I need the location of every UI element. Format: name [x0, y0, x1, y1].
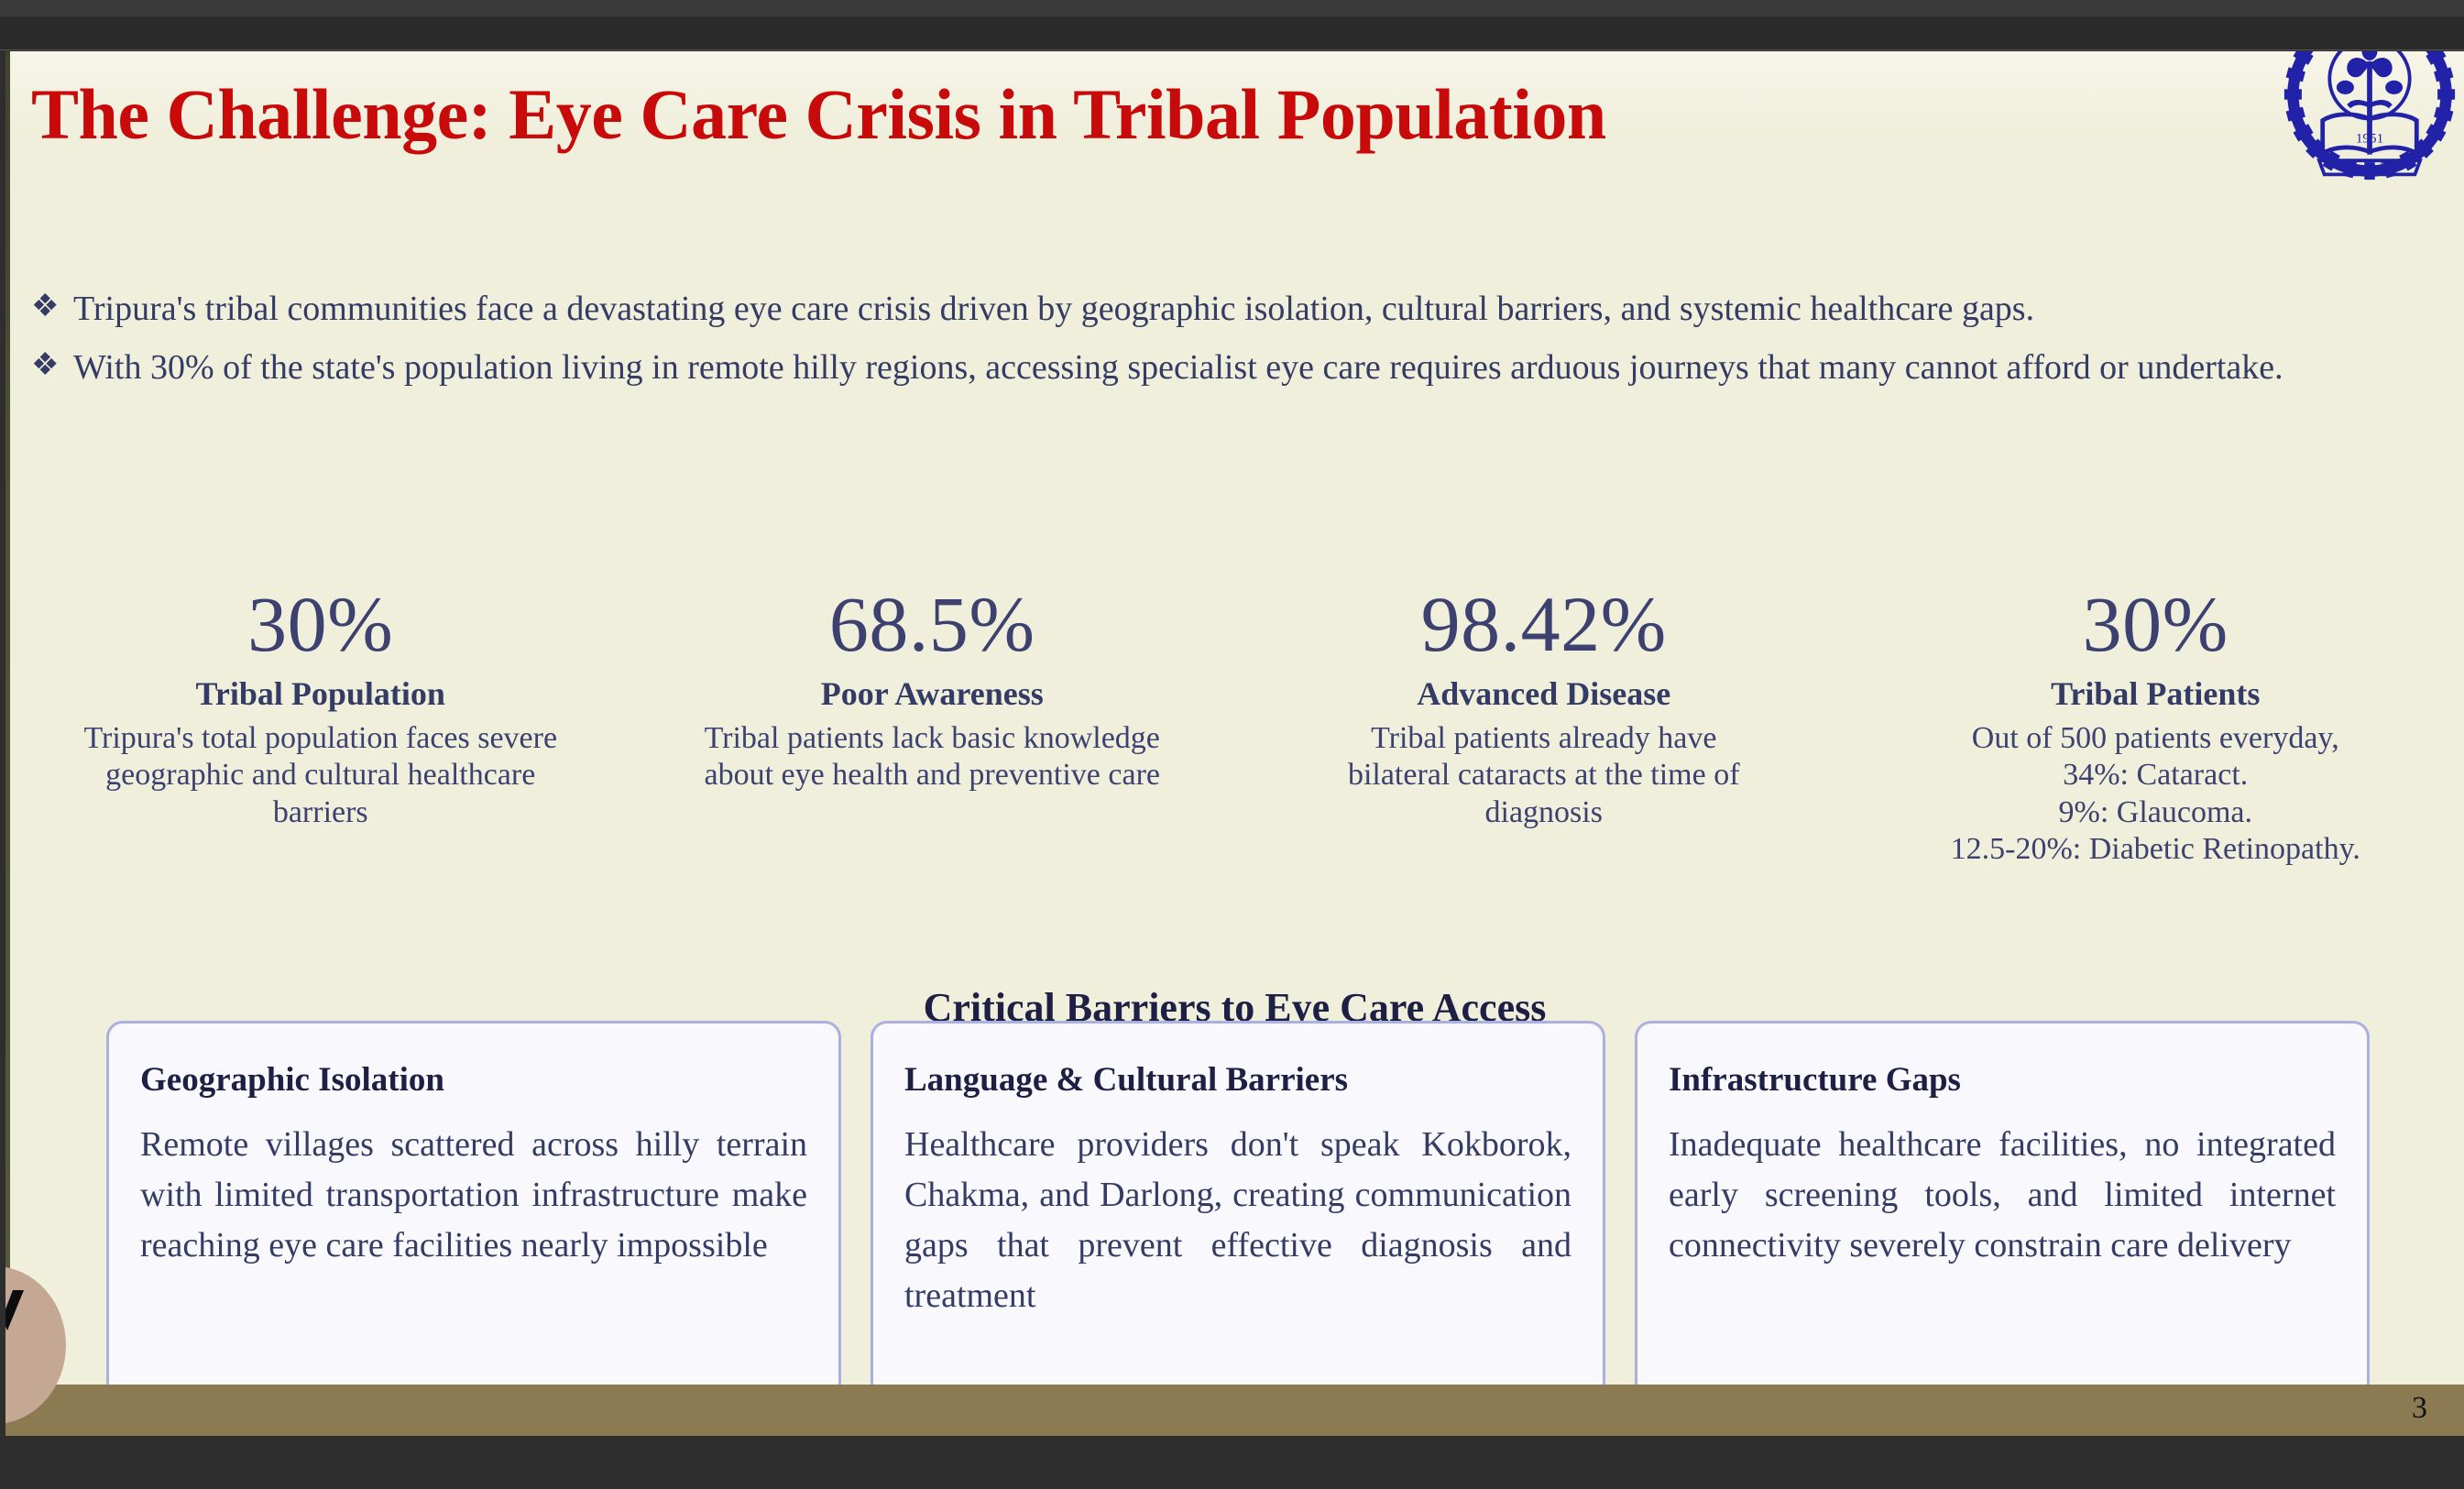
stat-description: Out of 500 patients everyday, 34%: Catar… — [1856, 720, 2457, 867]
stat-description-line: barriers — [272, 794, 368, 829]
stat-block-tribal-patients: 30% Tribal Patients Out of 500 patients … — [1850, 583, 2462, 868]
stat-description-line: geographic and cultural healthcare — [105, 758, 536, 793]
list-item: ❖ With 30% of the state's population liv… — [27, 344, 2410, 393]
stat-description-line: diagnosis — [1484, 794, 1603, 829]
stat-description-line: Tripura's total population faces severe — [83, 721, 558, 756]
bullet-text: Tripura's tribal communities face a deva… — [73, 290, 2035, 328]
stat-value: 68.5% — [828, 580, 1035, 668]
barrier-card-infrastructure-gaps: Infrastructure Gaps Inadequate healthcar… — [1635, 1021, 2370, 1436]
stat-description: Tripura's total population faces severe … — [20, 720, 621, 830]
barrier-card-language-cultural-barriers: Language & Cultural Barriers Healthcare … — [871, 1021, 1605, 1436]
svg-text:1951: 1951 — [2356, 130, 2383, 146]
stat-label: Tribal Population — [195, 675, 445, 713]
page-title: The Challenge: Eye Care Crisis in Tribal… — [31, 74, 1606, 154]
slide-footer-band — [5, 1385, 2464, 1436]
barrier-card-title: Geographic Isolation — [140, 1061, 444, 1099]
barrier-card-body: Remote villages scattered across hilly t… — [140, 1125, 807, 1265]
barrier-card-body: Inadequate healthcare facilities, no int… — [1669, 1125, 2336, 1265]
stat-block-advanced-disease: 98.42% Advanced Disease Tribal patients … — [1238, 583, 1850, 831]
slide-number: 3 — [2412, 1391, 2427, 1425]
stat-description-line: bilateral cataracts at the time of — [1347, 758, 1740, 793]
barrier-card-title: Infrastructure Gaps — [1669, 1061, 1961, 1099]
diamond-bullet-icon: ❖ — [31, 290, 60, 323]
slide-left-edge-accent — [5, 51, 10, 1436]
smart-wireless-lab-logo-icon: Wireless cations & orking — [5, 1263, 95, 1428]
stat-description-line: Out of 500 patients everyday, — [1971, 721, 2339, 756]
stat-label: Tribal Patients — [2051, 675, 2261, 713]
stat-description: Tribal patients lack basic knowledge abo… — [632, 720, 1233, 794]
stat-value: 98.42% — [1420, 580, 1667, 668]
stat-description-line: 34%: Cataract. — [2063, 758, 2249, 793]
bullet-text: With 30% of the state's population livin… — [73, 347, 2283, 387]
stat-description-line: about eye health and preventive care — [704, 758, 1160, 793]
statistics-strip: 30% Tribal Population Tripura's total po… — [15, 583, 2461, 868]
viewer-chrome-top — [0, 0, 2464, 16]
stat-description-line: 9%: Glaucoma. — [2058, 794, 2253, 829]
barrier-card-body: Healthcare providers don't speak Kokboro… — [904, 1125, 1571, 1316]
stat-label: Poor Awareness — [820, 675, 1044, 713]
barrier-card-geographic-isolation: Geographic Isolation Remote villages sca… — [106, 1021, 841, 1436]
iit-kharagpur-logo-icon: 1951 योग: कर्मसु — [2283, 51, 2457, 181]
stat-description-line: 12.5-20%: Diabetic Retinopathy. — [1950, 831, 2360, 866]
stat-value: 30% — [247, 580, 394, 668]
viewer-chrome-bar — [0, 16, 2464, 50]
stat-label: Advanced Disease — [1417, 675, 1671, 713]
bullet-list: ❖ Tripura's tribal communities face a de… — [27, 285, 2410, 402]
stat-block-tribal-population: 30% Tribal Population Tripura's total po… — [15, 583, 627, 831]
svg-text:योग: कर्मसु: योग: कर्मसु — [2349, 162, 2391, 176]
stat-description-line: Tribal patients lack basic knowledge — [704, 721, 1160, 756]
stat-value: 30% — [2082, 580, 2229, 668]
presentation-slide: The Challenge: Eye Care Crisis in Tribal… — [5, 51, 2464, 1436]
stat-description-line: Tribal patients already have — [1371, 721, 1717, 756]
list-item: ❖ Tripura's tribal communities face a de… — [27, 285, 2410, 334]
barrier-card-list: Geographic Isolation Remote villages sca… — [106, 1021, 2370, 1436]
stat-description: Tribal patients already have bilateral c… — [1243, 720, 1845, 830]
stat-block-poor-awareness: 68.5% Poor Awareness Tribal patients lac… — [627, 583, 1239, 794]
barrier-card-title: Language & Cultural Barriers — [904, 1061, 1349, 1099]
diamond-bullet-icon: ❖ — [31, 347, 60, 382]
